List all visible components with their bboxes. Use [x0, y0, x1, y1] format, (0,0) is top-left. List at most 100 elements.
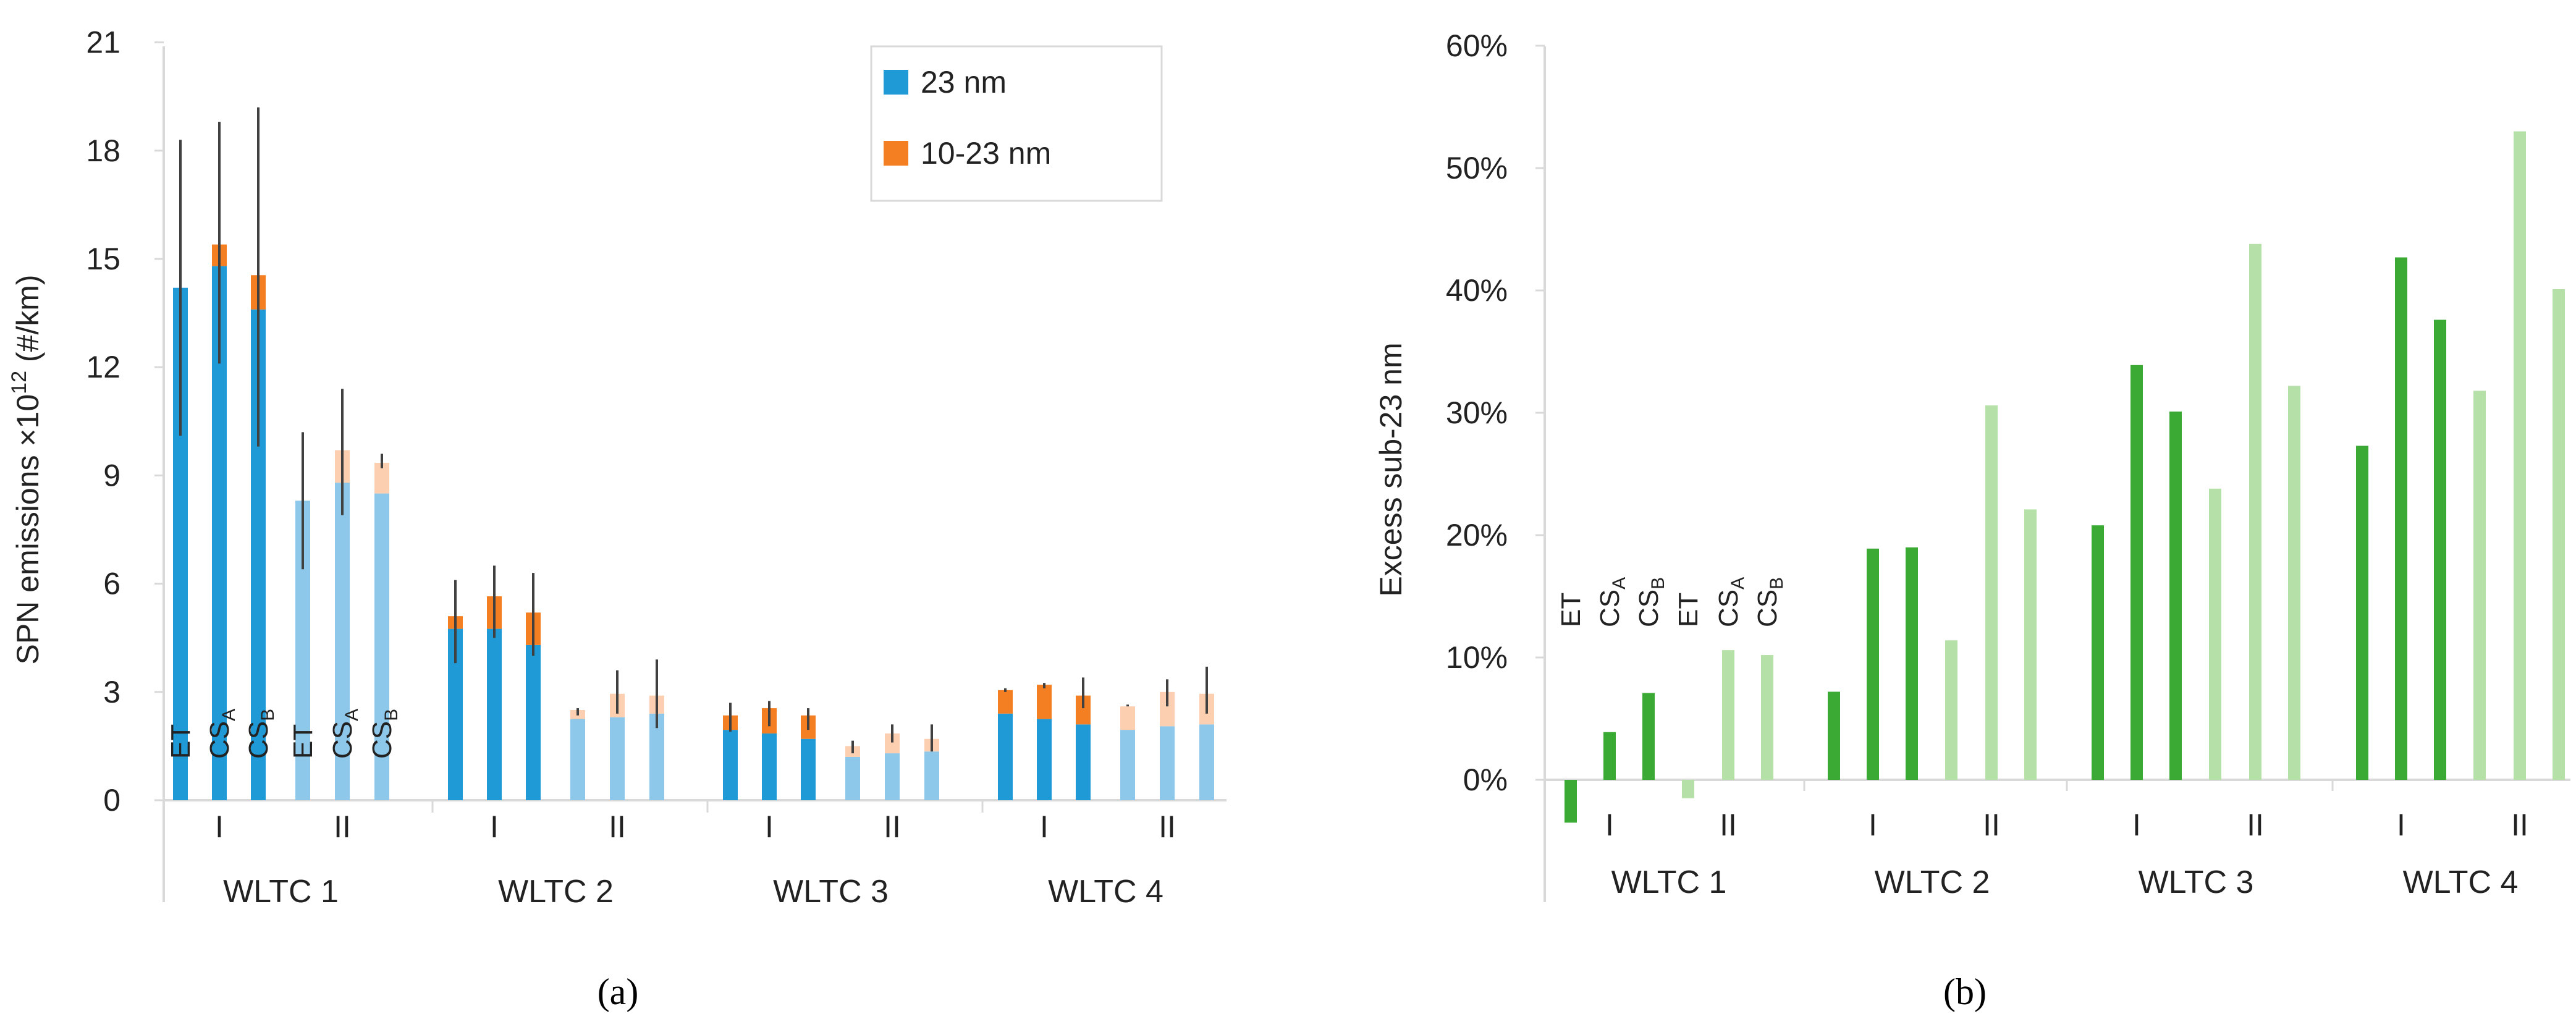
bar-23nm-wltc-4-3 — [1120, 730, 1135, 800]
bar-excess-wltc-2-1 — [1867, 548, 1879, 780]
panel-a-caption: (a) — [598, 971, 639, 1012]
bar-excess-wltc-2-2 — [1906, 547, 1918, 780]
panel-a-y-tick-label: 21 — [86, 25, 120, 60]
bar-23nm-wltc-2-3 — [570, 719, 585, 800]
group-label-wltc-4: WLTC 4 — [2403, 864, 2519, 900]
bar-excess-wltc-1-5 — [1761, 655, 1773, 780]
panel-b-bar-label-cs-b: CSB — [1752, 577, 1787, 627]
subgroup-label-ii: II — [609, 809, 626, 844]
subgroup-label-i: I — [1040, 809, 1049, 844]
bar-excess-wltc-3-4 — [2249, 243, 2261, 780]
bar-excess-wltc-1-4 — [1722, 650, 1734, 780]
group-label-wltc-3: WLTC 3 — [773, 874, 889, 910]
legend-label-23nm: 23 nm — [921, 65, 1007, 99]
bar-excess-wltc-3-2 — [2169, 412, 2182, 780]
panel-b-y-tick-label: 50% — [1446, 151, 1508, 185]
bar-excess-wltc-3-0 — [2092, 525, 2104, 780]
panel-a-y-tick-label: 12 — [86, 350, 120, 384]
bar-excess-wltc-1-1 — [1603, 732, 1616, 780]
panel-a-subgroup-labels: I II I II I II I II — [215, 809, 1176, 844]
subgroup-label-ii: II — [2247, 808, 2264, 842]
bar-excess-wltc-3-3 — [2209, 488, 2221, 780]
bar-23nm-wltc-4-0 — [998, 713, 1013, 800]
panel-a-bar-label-et: ET — [166, 724, 196, 759]
bar-excess-wltc-4-1 — [2395, 257, 2407, 780]
panel-b-y-tick-label: 20% — [1446, 518, 1508, 552]
panel-b-bars — [1565, 131, 2565, 823]
subgroup-label-i: I — [2397, 808, 2405, 842]
subgroup-label-i: I — [2132, 808, 2141, 842]
bar-10-23nm-wltc-4-1 — [1037, 685, 1052, 719]
legend-swatch-23nm — [884, 70, 908, 95]
subgroup-label-i: I — [765, 809, 774, 844]
panel-a-bar-label-cs-a: CSA — [327, 709, 362, 759]
bar-10-23nm-wltc-4-0 — [998, 690, 1013, 714]
group-label-wltc-2: WLTC 2 — [1875, 864, 1990, 900]
bar-23nm-wltc-4-5 — [1199, 724, 1214, 800]
subgroup-label-ii: II — [1720, 808, 1737, 842]
legend-box — [870, 45, 1163, 202]
bar-23nm-wltc-1-4 — [335, 483, 350, 800]
panel-a-y-tick-label: 15 — [86, 242, 120, 276]
subgroup-label-i: I — [215, 809, 224, 844]
panel-b-subgroup-labels: I II I II I II I II — [1605, 808, 2528, 842]
group-label-wltc-4: WLTC 4 — [1048, 874, 1163, 910]
bar-excess-wltc-4-0 — [2356, 446, 2368, 780]
panel-b-bar-label-cs-a: CSA — [1595, 577, 1629, 627]
bar-10-23nm-wltc-4-3 — [1120, 706, 1135, 730]
panel-a-bar-label-et: ET — [288, 724, 318, 759]
subgroup-label-ii: II — [1983, 808, 2000, 842]
bar-excess-wltc-4-3 — [2473, 391, 2486, 780]
group-label-wltc-2: WLTC 2 — [498, 874, 614, 910]
bar-23nm-wltc-3-3 — [845, 756, 860, 800]
bar-excess-wltc-1-2 — [1642, 693, 1655, 780]
panel-b-y-tick-label: 60% — [1446, 28, 1508, 63]
bar-excess-wltc-1-3 — [1682, 780, 1694, 798]
bar-23nm-wltc-3-1 — [762, 733, 777, 800]
panel-a-y-tick-label: 18 — [86, 133, 120, 168]
group-label-wltc-1: WLTC 1 — [223, 874, 339, 910]
panel-a-y-tick-label: 3 — [103, 675, 120, 709]
panel-a-y-tick-label: 9 — [103, 458, 120, 492]
bar-23nm-wltc-4-4 — [1160, 726, 1175, 800]
bar-23nm-wltc-3-5 — [924, 751, 939, 800]
panel-a-group-labels: WLTC 1 WLTC 2 WLTC 3 WLTC 4 — [223, 874, 1163, 910]
panel-b-y-axis-title: Excess sub-23 nm — [1374, 342, 1408, 596]
legend-label-10-23nm: 10-23 nm — [921, 136, 1051, 171]
panel-b-bar-label-cs-a: CSA — [1713, 577, 1748, 627]
subgroup-label-ii: II — [884, 809, 901, 844]
panel-a-bar-label-cs-b: CSB — [243, 709, 278, 759]
bar-excess-wltc-2-0 — [1828, 691, 1840, 780]
bar-23nm-wltc-1-5 — [374, 493, 389, 800]
bar-23nm-wltc-4-2 — [1076, 724, 1091, 800]
panel-b-group-labels: WLTC 1 WLTC 2 WLTC 3 WLTC 4 — [1611, 864, 2519, 900]
panel-a-legend: 23 nm 10-23 nm — [870, 45, 1163, 202]
panel-a-bar-label-cs-b: CSB — [367, 709, 402, 759]
panel-b-y-tick-label: 30% — [1446, 395, 1508, 430]
panel-a-group-separators — [431, 800, 984, 813]
panel-a-bars — [173, 244, 1214, 801]
subgroup-label-ii: II — [1159, 809, 1176, 844]
panel-b-group-separators — [1803, 780, 2334, 791]
bar-23nm-wltc-3-4 — [885, 753, 900, 800]
panel-b-y-tick-label: 0% — [1463, 763, 1508, 797]
bar-excess-wltc-3-1 — [2130, 365, 2143, 780]
bar-excess-wltc-4-4 — [2514, 131, 2526, 780]
panel-b-bar-label-et: ET — [1556, 593, 1586, 627]
bar-excess-wltc-2-4 — [1985, 405, 1998, 780]
panel-a-y-tick-label: 6 — [103, 567, 120, 601]
group-label-wltc-3: WLTC 3 — [2139, 864, 2254, 900]
panel-b-y-tick-label: 40% — [1446, 273, 1508, 308]
panel-b-y-tick-label: 10% — [1446, 640, 1508, 675]
bar-excess-wltc-4-2 — [2434, 319, 2446, 780]
bar-23nm-wltc-4-1 — [1037, 719, 1052, 800]
subgroup-label-i: I — [1605, 808, 1614, 842]
subgroup-label-ii: II — [334, 809, 351, 844]
subgroup-label-ii: II — [2511, 808, 2528, 842]
subgroup-label-i: I — [1869, 808, 1877, 842]
bar-excess-wltc-3-5 — [2288, 386, 2300, 780]
bar-excess-wltc-2-3 — [1945, 640, 1957, 780]
panel-b-bar-label-et: ET — [1673, 593, 1704, 627]
